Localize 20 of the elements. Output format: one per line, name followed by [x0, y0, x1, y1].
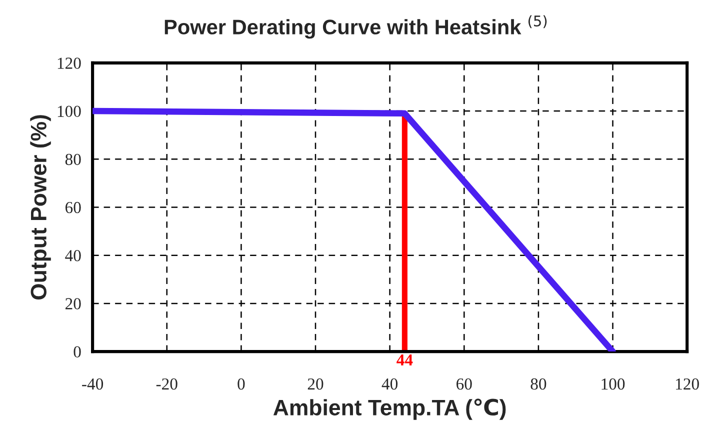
- y-tick-label: 100: [58, 106, 81, 117]
- y-tick-label: 60: [66, 202, 81, 214]
- y-tick-label: 40: [65, 250, 81, 262]
- chart-title: Power Derating Curve with Heatsink $^{(5)}$: [164, 15, 547, 39]
- y-tick-label: 20: [66, 298, 81, 310]
- x-tick-label: 80: [530, 378, 546, 390]
- y-tick-label: 0: [74, 346, 81, 358]
- x-tick-label: 60: [456, 378, 472, 390]
- ref-line-label: 44: [396, 354, 413, 366]
- x-tick-label: -40: [82, 378, 104, 390]
- x-tick-label: 120: [676, 378, 699, 390]
- y-tick-label: 120: [58, 58, 81, 69]
- x-axis-title: Ambient Temp.TA (℃): [273, 398, 506, 420]
- y-axis-title: Output Power (%): [30, 115, 51, 300]
- x-tick-label: 100: [602, 378, 625, 390]
- x-tick-label: 0: [238, 378, 245, 390]
- x-tick-label: -20: [156, 378, 178, 390]
- y-tick-label: 80: [65, 154, 81, 166]
- x-tick-label: 40: [382, 378, 398, 390]
- x-tick-label: 20: [308, 378, 324, 390]
